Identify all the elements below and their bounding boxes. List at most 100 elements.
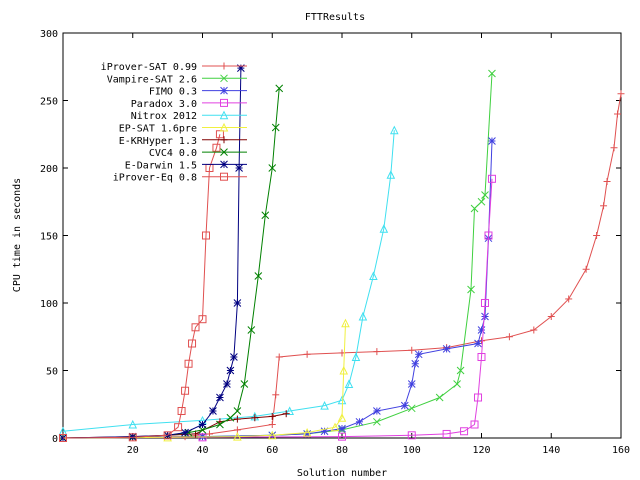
data-point — [344, 379, 354, 388]
data-point — [407, 431, 416, 440]
series-line — [62, 140, 493, 439]
data-point — [174, 423, 183, 432]
data-point — [470, 204, 479, 213]
data-point — [247, 326, 256, 334]
legend-marker — [220, 74, 228, 83]
y-tick-label: 150 — [40, 232, 58, 243]
data-point — [614, 110, 622, 118]
legend-label: EP-SAT 1.6pre — [119, 124, 197, 135]
data-point — [453, 380, 461, 388]
data-point — [477, 353, 486, 361]
data-point — [358, 311, 368, 321]
data-point — [320, 400, 329, 410]
axes: 20 40 60 80 100 120 140 160 0 50 100 150 200 250 300 — [40, 29, 630, 456]
data-point — [285, 406, 294, 415]
x-tick-label: 160 — [612, 445, 630, 456]
data-point — [474, 393, 483, 402]
data-point — [198, 315, 207, 324]
data-point — [547, 313, 555, 320]
data-point — [268, 164, 277, 172]
legend-label: iProver-Eq 0.8 — [113, 173, 197, 184]
y-tick-label: 250 — [40, 97, 58, 108]
data-point — [191, 323, 200, 332]
data-point — [355, 417, 364, 426]
plot-frame — [62, 32, 622, 439]
data-point — [198, 426, 207, 434]
data-point — [488, 69, 496, 78]
data-point — [477, 326, 486, 334]
legend-marker — [220, 172, 228, 181]
legend-marker — [219, 122, 229, 132]
x-tick-label: 80 — [336, 445, 348, 456]
data-point — [128, 419, 138, 429]
series-line — [62, 134, 221, 439]
data-point — [408, 346, 416, 354]
data-point — [373, 407, 381, 415]
data-point — [272, 391, 280, 399]
data-point — [407, 404, 416, 413]
data-point — [302, 427, 312, 437]
data-point — [198, 420, 207, 429]
data-point — [338, 424, 346, 433]
data-point — [488, 137, 496, 145]
legend-label: Paradox 3.0 — [131, 99, 197, 110]
data-point — [593, 232, 601, 239]
legend-label: CVC4 0.0 — [149, 148, 197, 159]
data-point — [456, 366, 465, 375]
x-tick-label: 60 — [266, 445, 278, 456]
data-point — [505, 333, 513, 341]
data-point — [467, 285, 475, 294]
data-point — [209, 407, 217, 415]
data-point — [484, 231, 493, 240]
data-point — [267, 430, 277, 440]
data-point — [226, 366, 235, 375]
data-point — [233, 299, 242, 307]
x-axis-label: Solution number — [297, 468, 387, 479]
data-point — [254, 272, 263, 280]
data-point — [181, 386, 190, 395]
data-point — [481, 312, 489, 321]
data-point — [216, 420, 224, 429]
series-layer — [58, 64, 625, 442]
data-point — [565, 295, 573, 303]
data-point — [303, 350, 311, 358]
chart-title: FTTResults — [305, 12, 365, 23]
data-point — [128, 433, 137, 442]
series-line — [62, 178, 493, 439]
y-tick-label: 0 — [52, 434, 58, 445]
data-point — [339, 365, 349, 375]
data-point — [460, 427, 469, 436]
legend-label: Vampire-SAT 2.6 — [107, 74, 197, 85]
y-tick-label: 300 — [40, 29, 58, 40]
data-point — [251, 414, 259, 422]
data-point — [233, 432, 242, 441]
data-point — [407, 380, 416, 388]
data-point — [400, 401, 409, 410]
data-point — [617, 90, 625, 98]
data-point — [212, 143, 221, 152]
data-point — [230, 353, 238, 361]
data-point — [216, 393, 224, 402]
series-10 — [59, 130, 224, 442]
data-point — [275, 353, 283, 361]
data-point — [470, 420, 479, 429]
data-point — [261, 211, 270, 220]
data-point — [177, 407, 186, 415]
data-point — [337, 413, 347, 422]
y-axis-label: CPU time in seconds — [12, 178, 23, 292]
y-tick-label: 200 — [40, 164, 58, 175]
data-point — [268, 421, 276, 428]
legend-marker — [219, 110, 229, 120]
x-tick-label: 140 — [542, 445, 560, 456]
data-point — [480, 299, 489, 307]
series-line — [62, 130, 395, 432]
data-point — [442, 345, 451, 353]
legend-marker — [220, 160, 228, 169]
data-point — [379, 224, 389, 233]
legend-label: Nitrox 2012 — [131, 111, 197, 122]
data-point — [233, 415, 241, 423]
data-point — [373, 417, 381, 426]
data-point — [477, 197, 486, 206]
data-point — [163, 431, 172, 440]
